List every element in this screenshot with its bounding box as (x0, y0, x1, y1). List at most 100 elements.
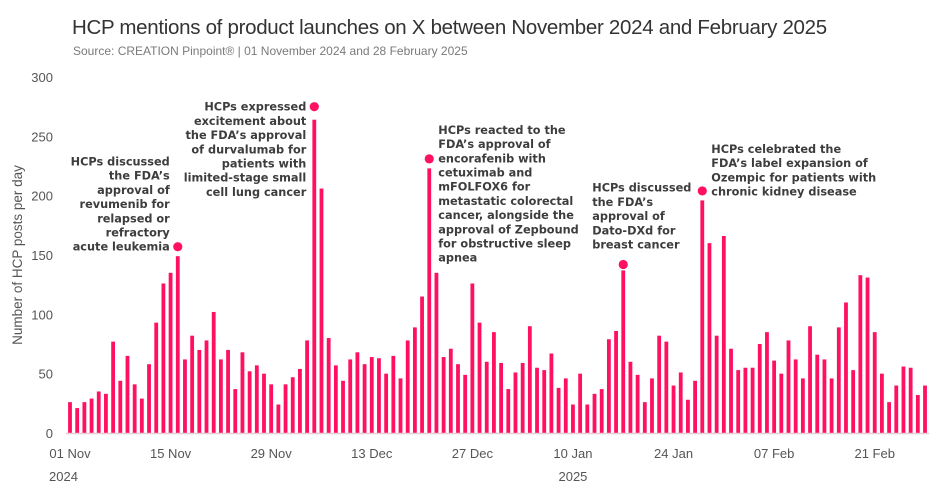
bar (506, 389, 511, 433)
x-tick-label: 01 Nov (49, 446, 91, 461)
bar (858, 275, 863, 433)
bar (254, 365, 259, 433)
annotation-line: limited-stage small (184, 172, 307, 185)
bar (872, 332, 877, 433)
annotation-line: mFOLFOX6 for (438, 181, 530, 194)
bar (650, 378, 654, 433)
annotation-line: excitement about (194, 115, 307, 128)
annotation-line: chronic kidney disease (711, 186, 857, 199)
bar (592, 393, 597, 433)
annotation-line: relapsed or (97, 212, 170, 225)
bar (851, 370, 856, 433)
y-axis-label: Number of HCP posts per day (10, 165, 25, 345)
bar (549, 353, 554, 433)
x-tick-label: 29 Nov (251, 446, 293, 461)
bar (161, 283, 166, 433)
bar (815, 354, 820, 433)
bars (68, 119, 927, 433)
annotation-line: for obstructive sleep (438, 237, 571, 250)
bar (139, 398, 144, 433)
bar (89, 398, 94, 433)
bar (456, 364, 460, 433)
bar (341, 380, 345, 433)
bar (168, 272, 173, 433)
annotation-line: refractory (106, 226, 171, 239)
bar (492, 332, 496, 433)
y-tick-label: 200 (31, 189, 53, 204)
bar (441, 357, 446, 433)
bar (729, 348, 733, 433)
annotation-line: metastatic colorectal (438, 195, 573, 208)
bar (125, 355, 130, 433)
annotation-line: approval of Zepbound (438, 223, 579, 236)
x-tick-label: 07 Feb (754, 446, 794, 461)
bar (822, 359, 827, 433)
annotation-line: HCPs celebrated the (711, 143, 841, 156)
x-tick-label: 13 Dec (351, 446, 393, 461)
annotation-line: cetuximab and (438, 166, 532, 179)
y-tick-label: 300 (31, 70, 53, 85)
bar (563, 378, 568, 433)
bar (664, 341, 669, 433)
bar (240, 352, 245, 433)
bar (700, 200, 705, 433)
annotation-line: encorafenib with (438, 152, 546, 165)
annotation-marker (173, 242, 183, 252)
x-tick-year-label: 2025 (558, 469, 587, 484)
y-tick-label: 150 (31, 248, 53, 263)
bar (82, 402, 87, 433)
bar (635, 374, 640, 433)
bar (197, 349, 202, 433)
annotation-line: HCPs discussed (71, 155, 170, 168)
y-tick-label: 0 (46, 426, 53, 441)
x-tick-label: 10 Jan (553, 446, 592, 461)
bar (463, 374, 468, 433)
bar (571, 404, 575, 433)
bar (765, 332, 769, 433)
bar (269, 384, 274, 433)
annotation-marker (424, 154, 434, 164)
bar (621, 270, 626, 433)
x-tick-label: 24 Jan (654, 446, 693, 461)
annotation-line: cancer, alongside the (438, 209, 574, 222)
annotation-line: revumenib for (80, 198, 171, 211)
bar (915, 395, 920, 433)
bar (420, 296, 424, 433)
annotation-line: HCPs discussed (592, 182, 691, 195)
bar (298, 368, 302, 433)
bar (384, 373, 389, 433)
annotation-line: FDA’s label expansion of (711, 157, 869, 170)
bar (305, 340, 310, 433)
bar (836, 327, 841, 433)
bar (786, 340, 791, 433)
bar (484, 361, 489, 433)
bar (111, 341, 116, 433)
bar (283, 384, 288, 433)
chart-title: HCP mentions of product launches on X be… (72, 16, 827, 39)
annotation-line: apnea (438, 252, 477, 265)
annotation-line: the FDA’s (109, 170, 170, 183)
bar (391, 355, 396, 433)
bar (427, 168, 432, 433)
bar (104, 393, 108, 433)
bar (793, 359, 798, 433)
bar (520, 362, 525, 433)
bar (779, 373, 784, 433)
bar (714, 335, 719, 433)
bar (743, 367, 748, 433)
bar (132, 384, 137, 433)
bar (750, 367, 755, 433)
bar (901, 366, 906, 433)
bar (362, 364, 367, 433)
bar (333, 365, 338, 433)
bar (434, 272, 439, 433)
bar (312, 119, 317, 433)
annotation-line: Ozempic for patients with (711, 171, 876, 184)
x-tick-year-label: 2024 (49, 469, 78, 484)
bar (276, 404, 281, 433)
